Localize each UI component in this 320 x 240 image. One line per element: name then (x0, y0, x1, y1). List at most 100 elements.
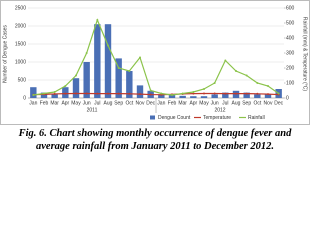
y-tick-label: 2000 (15, 23, 26, 29)
x-tick-label: Jul (222, 100, 228, 106)
x-tick-label: Dec (146, 100, 155, 106)
point (277, 92, 280, 95)
x-tick-label: Jun (211, 100, 219, 106)
point (171, 94, 173, 96)
point (43, 92, 45, 95)
chart-frame (0, 0, 310, 125)
x-tick-label: Apr (189, 100, 197, 106)
bar (200, 96, 208, 98)
point (267, 93, 269, 96)
bar (211, 94, 218, 98)
point (96, 92, 99, 95)
x-tick-label: Oct (253, 100, 261, 106)
point (245, 74, 248, 77)
bar (158, 94, 165, 98)
bar (190, 96, 197, 98)
chart: Number of Dengue Cases Rainfall (mm) & T… (0, 0, 310, 125)
point (85, 92, 88, 95)
point (128, 70, 131, 72)
point (256, 82, 259, 84)
point (96, 19, 99, 21)
x-tick-label: Aug (104, 100, 113, 106)
bar (83, 62, 90, 98)
bar (62, 87, 69, 98)
bar (254, 94, 261, 98)
point (32, 94, 35, 96)
x-tick-label: Apr (61, 100, 69, 106)
point (203, 88, 205, 90)
point (192, 91, 195, 93)
point (107, 92, 109, 95)
bar (115, 58, 122, 98)
y2-tick-label: 300 (286, 50, 295, 56)
point (107, 44, 109, 47)
x-tick-label: Jun (83, 100, 91, 106)
point (128, 92, 131, 95)
x-tick-label: Feb (168, 100, 177, 106)
x-tick-label: Sep (114, 100, 123, 106)
point (149, 93, 152, 96)
point (245, 92, 248, 95)
x-tick-label: Mar (178, 100, 187, 106)
x-tick-label: Jan (29, 100, 37, 106)
bar (168, 95, 176, 98)
point (149, 89, 152, 92)
point (64, 92, 67, 95)
x-tick-label: Jul (94, 100, 100, 106)
point (117, 67, 120, 69)
point (267, 85, 269, 87)
x-tick-label: Mar (50, 100, 59, 106)
point (203, 92, 205, 95)
x-tick-label: Jan (157, 100, 165, 106)
point (75, 92, 77, 95)
point (224, 59, 227, 62)
bar (72, 78, 80, 98)
legend-label: Temperature (203, 115, 231, 121)
y2-tick-label: 100 (286, 80, 295, 86)
y2-tick-label: 600 (286, 5, 295, 11)
group-label: 2012 (214, 107, 225, 113)
point (53, 91, 56, 93)
bar (30, 87, 37, 98)
point (213, 92, 216, 95)
x-tick-label: Oct (125, 100, 133, 106)
bar (126, 71, 133, 98)
bar (179, 95, 186, 98)
legend-swatch (150, 115, 155, 120)
y2-tick-label: 0 (286, 95, 289, 101)
point (75, 74, 77, 77)
y-tick-label: 1000 (15, 59, 26, 65)
y-tick-label: 1500 (15, 41, 26, 47)
x-tick-label: Nov (136, 100, 145, 106)
caption: Fig. 6. Chart showing monthly occurrence… (18, 128, 292, 152)
point (160, 92, 163, 95)
x-tick-label: Nov (264, 100, 273, 106)
bar (94, 24, 101, 99)
y-tick-label: 500 (18, 77, 27, 83)
legend-label: Rainfall (248, 115, 265, 121)
point (117, 92, 120, 95)
point (85, 52, 88, 54)
x-tick-label: Feb (40, 100, 49, 106)
line (33, 18, 280, 96)
bar (136, 85, 144, 98)
bar (51, 94, 58, 98)
line (33, 92, 279, 96)
point (256, 92, 259, 95)
x-tick-label: Sep (242, 100, 251, 106)
point (192, 92, 195, 95)
y2-axis-label: Rainfall (mm) & Temperature (°C) (302, 17, 308, 91)
bar (104, 24, 112, 99)
point (139, 93, 141, 96)
group-label: 2011 (87, 107, 98, 113)
bar (222, 92, 229, 98)
point (139, 56, 141, 59)
y2-tick-label: 200 (286, 65, 295, 71)
x-tick-label: May (199, 100, 209, 106)
point (213, 82, 216, 84)
bar (264, 94, 272, 98)
x-tick-label: Aug (232, 100, 241, 106)
point (235, 92, 237, 95)
x-tick-label: Dec (274, 100, 283, 106)
point (224, 92, 227, 95)
